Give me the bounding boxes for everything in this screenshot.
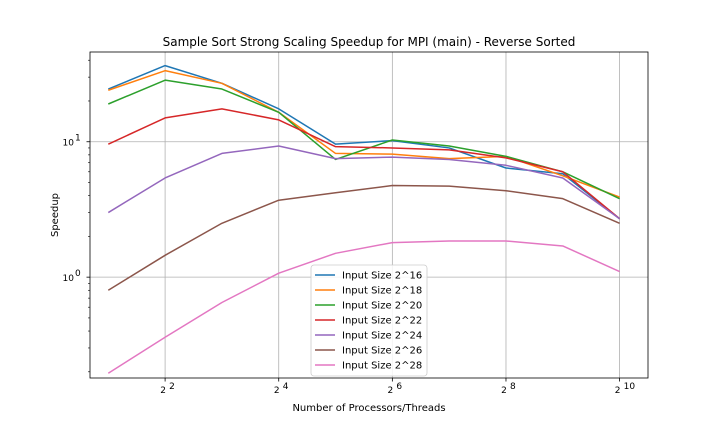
y-tick-label: 10	[63, 139, 75, 149]
x-tick-exponent: 2	[169, 382, 175, 392]
legend-label: Input Size 2^26	[342, 346, 422, 357]
plot-border	[89, 51, 649, 379]
x-tick-exponent: 10	[624, 382, 636, 392]
legend-label: Input Size 2^18	[342, 286, 422, 297]
series-line-6	[107, 240, 620, 374]
y-tick-exponent: 0	[75, 269, 81, 279]
x-tick-exponent: 4	[283, 382, 289, 392]
x-tick-label: 2	[160, 386, 166, 396]
legend-label: Input Size 2^20	[342, 301, 422, 312]
x-tick-label: 2	[615, 386, 621, 396]
x-tick-exponent: 8	[510, 382, 516, 392]
series-line-4	[107, 145, 621, 220]
x-axis-label: Number of Processors/Threads	[292, 403, 445, 414]
legend-box	[310, 264, 428, 377]
legend-label: Input Size 2^22	[342, 316, 422, 327]
x-tick-exponent: 6	[396, 382, 402, 392]
legend-label: Input Size 2^24	[342, 331, 422, 342]
x-tick-label: 2	[501, 386, 507, 396]
series-line-1	[108, 69, 620, 198]
series-lines	[107, 64, 621, 374]
x-tick-label: 2	[274, 386, 280, 396]
legend-label: Input Size 2^28	[342, 361, 422, 372]
y-tick-label: 10	[63, 274, 75, 284]
y-tick-exponent: 1	[75, 134, 81, 144]
series-line-5	[107, 184, 620, 291]
series-line-3	[107, 108, 621, 220]
x-axis-ticks: 2 2 2 4 2 6 2 8 2 10	[160, 378, 635, 396]
x-tick-label: 2	[387, 386, 393, 396]
legend-label: Input Size 2^16	[342, 271, 422, 282]
y-axis-label: Speedup	[50, 193, 61, 237]
chart-title: Sample Sort Strong Scaling Speedup for M…	[163, 35, 576, 49]
legend: Input Size 2^16 Input Size 2^18 Input Size…	[310, 264, 428, 377]
